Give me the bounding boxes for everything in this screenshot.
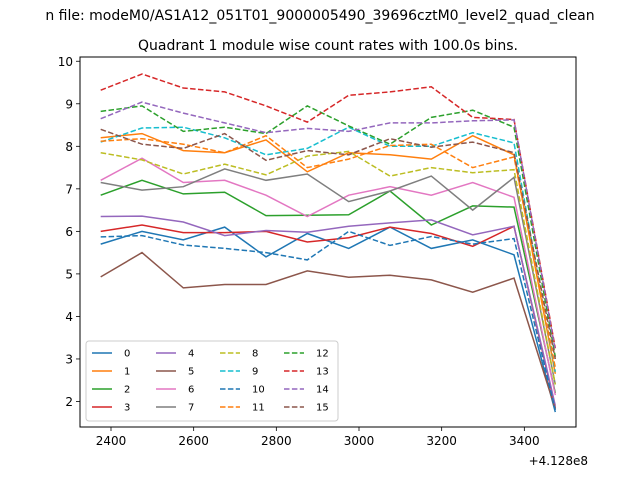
x-tick-label: 2400: [96, 434, 127, 448]
chart-title: Quadrant 1 module wise count rates with …: [138, 38, 518, 54]
legend-label-0: 0: [124, 349, 130, 360]
y-tick-label: 9: [65, 97, 73, 111]
legend-label-10: 10: [252, 385, 265, 396]
legend-label-4: 4: [188, 349, 194, 360]
legend-label-15: 15: [316, 403, 329, 414]
x-tick-label: 2800: [261, 434, 292, 448]
x-offset-label: +4.128e8: [529, 454, 588, 468]
series-line-14: [100, 101, 557, 351]
legend-box: [85, 340, 339, 422]
y-tick-label: 4: [65, 310, 73, 324]
series-line-7: [100, 168, 557, 385]
series-line-3: [100, 224, 557, 409]
y-tick-label: 2: [65, 395, 73, 409]
series-line-5: [100, 251, 557, 410]
legend-label-9: 9: [252, 367, 258, 378]
legend-label-7: 7: [188, 403, 194, 414]
y-tick-label: 10: [58, 55, 73, 69]
chart-suptitle: n file: modeM0/AS1A12_051T01_9000005490_…: [45, 8, 594, 24]
legend-label-5: 5: [188, 367, 194, 378]
series-line-10: [100, 230, 557, 411]
legend-label-1: 1: [124, 367, 130, 378]
y-axis: 2 3 4 5 6 7 8 9 10: [58, 55, 80, 409]
series-line-6: [100, 157, 557, 396]
series-line-15: [100, 128, 557, 360]
legend-label-13: 13: [316, 367, 329, 378]
legend-label-14: 14: [316, 385, 329, 396]
legend-label-11: 11: [252, 403, 265, 414]
legend-label-12: 12: [316, 349, 329, 360]
y-tick-label: 3: [65, 352, 73, 366]
x-tick-label: 3400: [509, 434, 540, 448]
series-lines: [100, 73, 557, 413]
y-tick-label: 7: [65, 182, 73, 196]
series-line-8: [100, 150, 557, 385]
x-axis: 2400 2600 2800 3000 3200 3400: [96, 427, 540, 448]
series-line-1: [100, 132, 557, 374]
legend-label-3: 3: [124, 403, 130, 414]
series-line-9: [100, 126, 557, 372]
series-line-2: [100, 179, 557, 394]
plot-frame: [79, 56, 577, 428]
legend-label-6: 6: [188, 385, 194, 396]
series-line-4: [100, 215, 557, 406]
series-line-12: [100, 105, 557, 357]
x-tick-label: 3200: [426, 434, 457, 448]
x-tick-label: 2600: [178, 434, 209, 448]
y-tick-label: 6: [65, 225, 73, 239]
y-tick-label: 8: [65, 140, 73, 154]
legend-label-8: 8: [252, 349, 258, 360]
series-line-11: [100, 134, 557, 368]
series-line-13: [100, 73, 557, 349]
legend-label-2: 2: [124, 385, 130, 396]
x-tick-label: 3000: [344, 434, 375, 448]
y-tick-label: 5: [65, 267, 73, 281]
